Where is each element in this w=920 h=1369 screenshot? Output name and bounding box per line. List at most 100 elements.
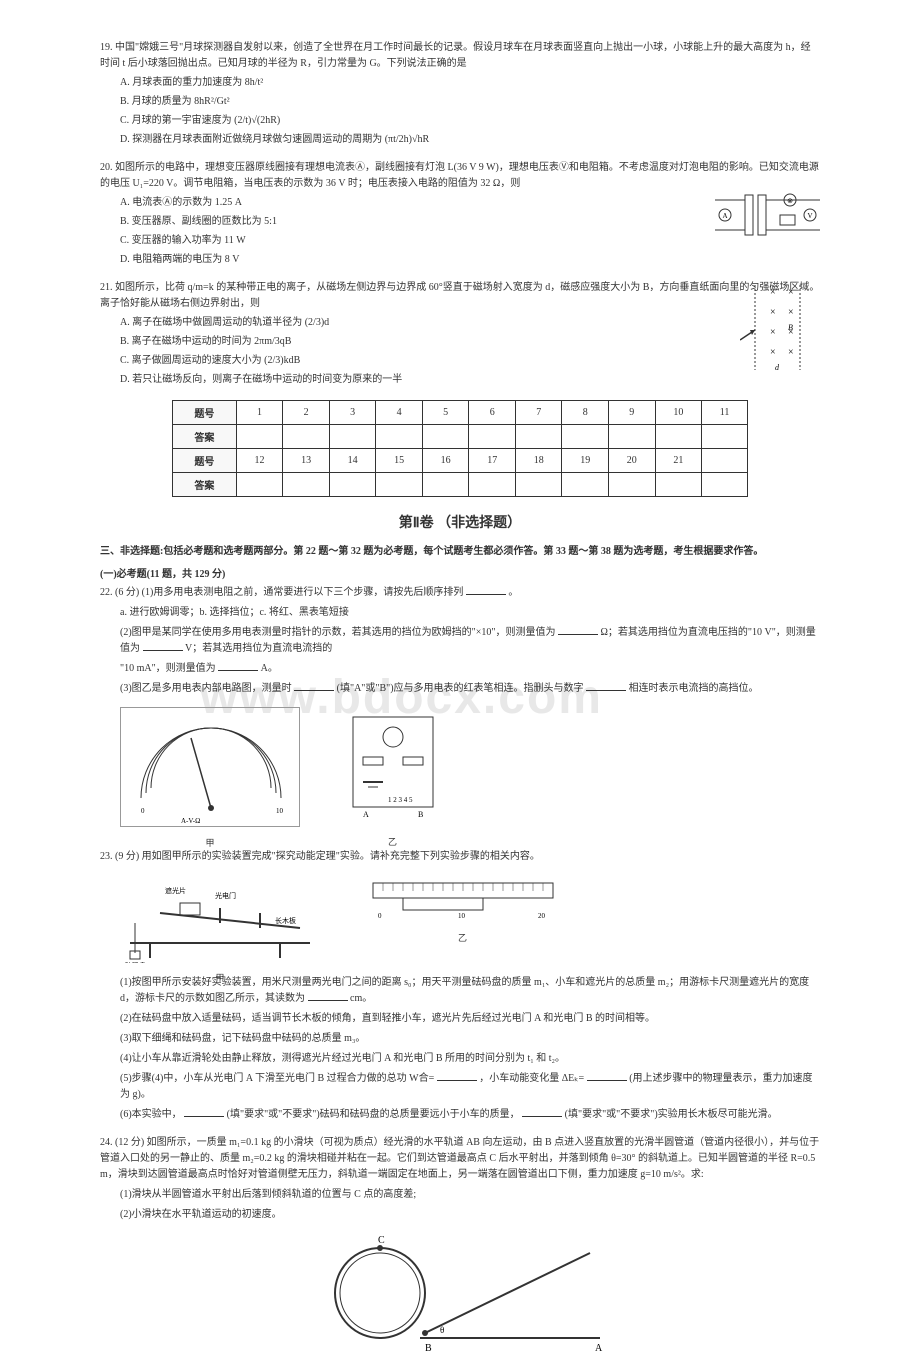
q23-p4: (4)让小车从靠近滑轮处由静止释放，测得遮光片经过光电门 A 和光电门 B 所用…	[120, 1051, 820, 1067]
cell: 7	[515, 401, 562, 425]
cell	[422, 425, 469, 449]
cell: 6	[469, 401, 516, 425]
cell	[655, 425, 702, 449]
page-content: 19. 中国"嫦娥三号"月球探测器自发射以来，创造了全世界在月工作时间最长的记录…	[100, 40, 820, 1363]
cell: 18	[515, 449, 562, 473]
svg-text:A-V-Ω: A-V-Ω	[181, 817, 200, 825]
svg-text:⊗: ⊗	[787, 197, 793, 205]
svg-text:×: ×	[788, 307, 794, 318]
q22-number: 22.	[100, 587, 113, 598]
q23-points: (9 分)	[115, 851, 139, 862]
q21-option-a: A. 离子在磁场中做圆周运动的轨道半径为 (2/3)d	[120, 315, 820, 331]
cell: 20	[609, 449, 656, 473]
q23-p6-mid2: (填"要求"或"不要求")实验用长木板尽可能光滑。	[565, 1109, 778, 1120]
q19-option-a: A. 月球表面的重力加速度为 8h/t²	[120, 75, 820, 91]
q23-p5-mid: ，小车动能变化量 ΔEₖ=	[479, 1073, 584, 1084]
cell: 21	[655, 449, 702, 473]
svg-text:C: C	[378, 1235, 385, 1246]
cell	[469, 425, 516, 449]
cell: 10	[655, 401, 702, 425]
cell: 8	[562, 401, 609, 425]
svg-text:0: 0	[141, 807, 145, 815]
q22-p3-tail: 相连时表示电流挡的高挡位。	[629, 683, 759, 694]
q22-p2: (2)图甲是某同学在使用多用电表测量时指针的示数，若其选用的挡位为欧姆挡的"×1…	[120, 627, 555, 638]
svg-text:d: d	[775, 363, 780, 372]
svg-text:遮光片: 遮光片	[165, 886, 186, 895]
cell	[702, 425, 748, 449]
q19-option-b: B. 月球的质量为 8hR²/Gt²	[120, 94, 820, 110]
svg-text:×: ×	[770, 327, 776, 338]
fill-blank	[558, 634, 598, 635]
table-row: 答案	[173, 473, 748, 497]
q22-p1: (1)用多用电表测电阻之前，通常要进行以下三个步骤，请按先后顺序排列	[142, 587, 464, 598]
cell	[236, 425, 283, 449]
q22-p2-tail: A。	[261, 663, 278, 674]
q22-p3: (3)图乙是多用电表内部电路图，测量时	[120, 683, 292, 694]
q19-option-d: D. 探测器在月球表面附近做绕月球做匀速圆周运动的周期为 (πt/2h)√hR	[120, 132, 820, 148]
question-24: 24. (12 分) 如图所示，一质量 m₁=0.1 kg 的小滑块（可视为质点…	[100, 1135, 820, 1363]
cell: 4	[376, 401, 423, 425]
svg-text:1 2 3 4 5: 1 2 3 4 5	[388, 796, 413, 804]
svg-text:B: B	[788, 323, 793, 332]
row2-label: 答案	[173, 425, 237, 449]
svg-text:A: A	[595, 1343, 603, 1354]
fig-jia-label: 甲	[121, 836, 299, 850]
cell	[376, 425, 423, 449]
cell	[515, 473, 562, 497]
q19-number: 19.	[100, 42, 113, 53]
cell: 5	[422, 401, 469, 425]
cell: 14	[329, 449, 376, 473]
q22-p1a: a. 进行欧姆调零；b. 选择挡位；c. 将红、黑表笔短接	[120, 605, 820, 621]
cell: 19	[562, 449, 609, 473]
question-19: 19. 中国"嫦娥三号"月球探测器自发射以来，创造了全世界在月工作时间最长的记录…	[100, 40, 820, 148]
q23-number: 23.	[100, 851, 113, 862]
svg-text:长木板: 长木板	[275, 916, 296, 925]
q23-setup-diagram: 遮光片 光电门 长木板 砝码盘 甲	[120, 873, 320, 963]
table-row: 题号 1 2 3 4 5 6 7 8 9 10 11	[173, 401, 748, 425]
svg-text:A: A	[722, 212, 727, 220]
fill-blank	[587, 1080, 627, 1081]
q24-track-diagram: C B A θ	[310, 1233, 610, 1363]
q21-text: 如图所示，比荷 q/m=k 的某种带正电的离子，从磁场左侧边界与边界成 60°竖…	[100, 282, 819, 309]
row1-label: 题号	[173, 401, 237, 425]
q23-ruler-diagram: 0 10 20 乙	[363, 873, 563, 923]
svg-text:θ: θ	[440, 1325, 444, 1335]
q22-meter-diagram: 0 10 A-V-Ω 甲	[120, 707, 300, 827]
svg-text:V: V	[807, 212, 812, 220]
fill-blank	[184, 1116, 224, 1117]
q21-number: 21.	[100, 282, 113, 293]
svg-text:A: A	[363, 810, 369, 819]
q21-option-b: B. 离子在磁场中运动的时间为 2πm/3qB	[120, 334, 820, 350]
svg-text:20: 20	[538, 912, 546, 920]
svg-text:×: ×	[770, 307, 776, 318]
q22-p1-tail: 。	[508, 587, 518, 598]
q23-p1-tail: cm。	[350, 993, 372, 1004]
q21-option-d: D. 若只让磁场反向，则离子在磁场中运动的时间变为原来的一半	[120, 372, 820, 388]
cell	[515, 425, 562, 449]
q20-number: 20.	[100, 162, 113, 173]
svg-text:光电门: 光电门	[215, 891, 236, 900]
answer-table: 题号 1 2 3 4 5 6 7 8 9 10 11 答案 题号 12 13 1…	[172, 400, 748, 497]
q23-text: 用如图甲所示的实验装置完成"探究动能定理"实验。请补充完整下列实验步骤的相关内容…	[142, 851, 540, 862]
cell: 3	[329, 401, 376, 425]
q22-p2-ma: "10 mA"，则测量值为	[120, 663, 216, 674]
svg-text:砝码盘: 砝码盘	[125, 961, 146, 963]
svg-text:0: 0	[378, 912, 382, 920]
fig-yi-label: 乙	[333, 835, 453, 849]
svg-text:B: B	[425, 1343, 432, 1354]
subsection-title: (一)必考题(11 题，共 129 分)	[100, 565, 820, 580]
question-22: 22. (6 分) (1)用多用电表测电阻之前，通常要进行以下三个步骤，请按先后…	[100, 585, 820, 837]
q23-p5: (5)步骤(4)中，小车从光电门 A 下滑至光电门 B 过程合力做的总功 W合=	[120, 1073, 434, 1084]
cell: 15	[376, 449, 423, 473]
fig-yi-label: 乙	[363, 931, 563, 945]
cell	[283, 473, 330, 497]
cell: 9	[609, 401, 656, 425]
q23-p3: (3)取下细绳和砝码盘，记下砝码盘中砝码的总质量 m₃。	[120, 1031, 820, 1047]
cell	[655, 473, 702, 497]
q22-p3-mid: (填"A"或"B")应与多用电表的红表笔相连。指删头与数字	[337, 683, 584, 694]
table-row: 答案	[173, 425, 748, 449]
cell	[376, 473, 423, 497]
fig-jia-label: 甲	[120, 971, 320, 985]
q24-p1: (1)滑块从半圆管道水平射出后落到倾斜轨道的位置与 C 点的高度差;	[120, 1187, 820, 1203]
svg-text:B: B	[418, 810, 423, 819]
